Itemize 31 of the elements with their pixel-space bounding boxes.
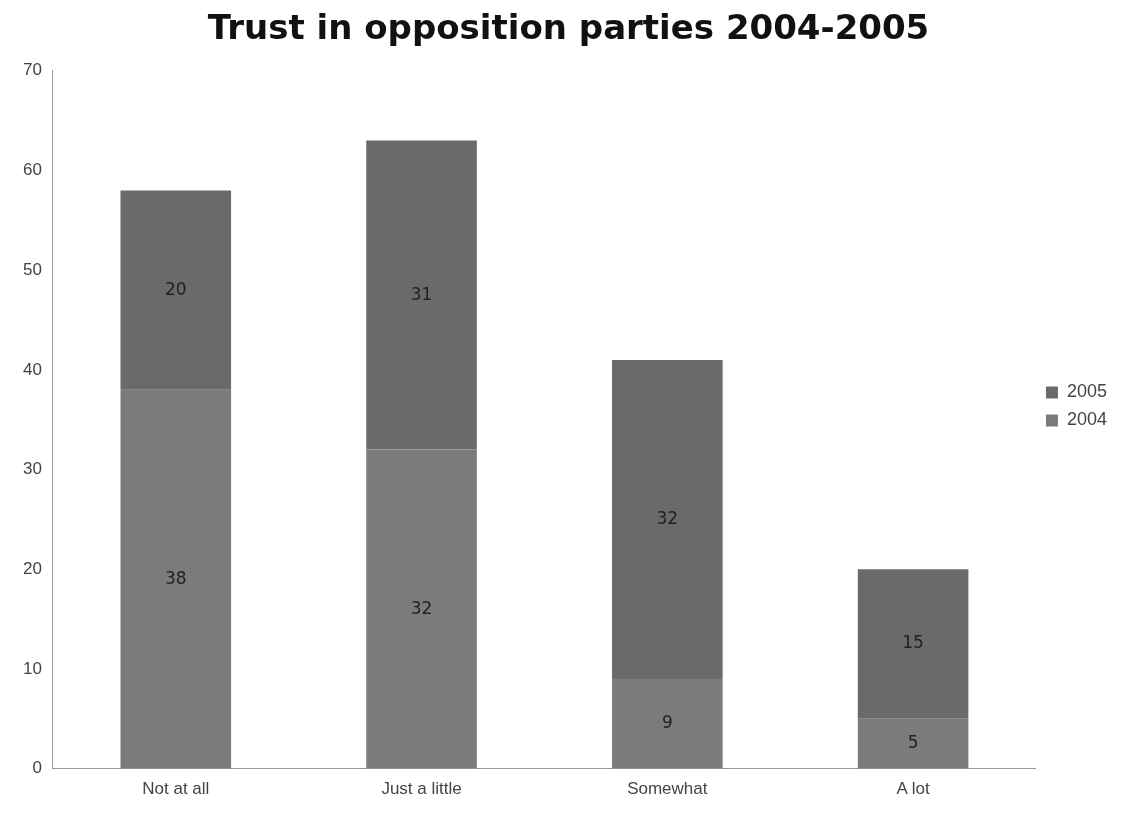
y-tick-label: 50 [22,259,42,279]
y-tick-label: 40 [22,359,42,379]
data-label: 15 [902,632,924,653]
bar [857,718,969,769]
chart-title: Trust in opposition parties 2004-2005 [207,7,930,48]
data-label: 5 [907,732,919,753]
y-tick-label: 0 [32,758,42,778]
x-tick-label: Not at all [142,779,210,799]
y-tick-label: 30 [22,459,42,479]
y-tick-label: 60 [22,160,42,180]
data-label: 20 [164,278,187,299]
legend-label: 2004 [1066,409,1107,430]
bar [366,140,477,450]
x-tick-label: Somewhat [627,779,708,799]
data-label: 32 [410,597,433,618]
data-label: 32 [656,507,679,528]
x-tick-label: A lot [896,779,930,799]
bar [366,449,477,769]
y-tick-label: 20 [22,558,42,578]
legend-label: 2005 [1066,381,1107,402]
data-label: 9 [661,712,673,733]
bar [120,190,232,390]
data-label: 38 [164,567,187,588]
bar [857,569,969,719]
y-tick-label: 70 [22,60,42,80]
data-label: 31 [410,283,433,304]
bar [612,678,723,769]
bar [120,389,232,769]
bar [612,359,723,679]
y-tick-label: 10 [22,658,42,678]
x-tick-label: Just a little [381,779,462,799]
